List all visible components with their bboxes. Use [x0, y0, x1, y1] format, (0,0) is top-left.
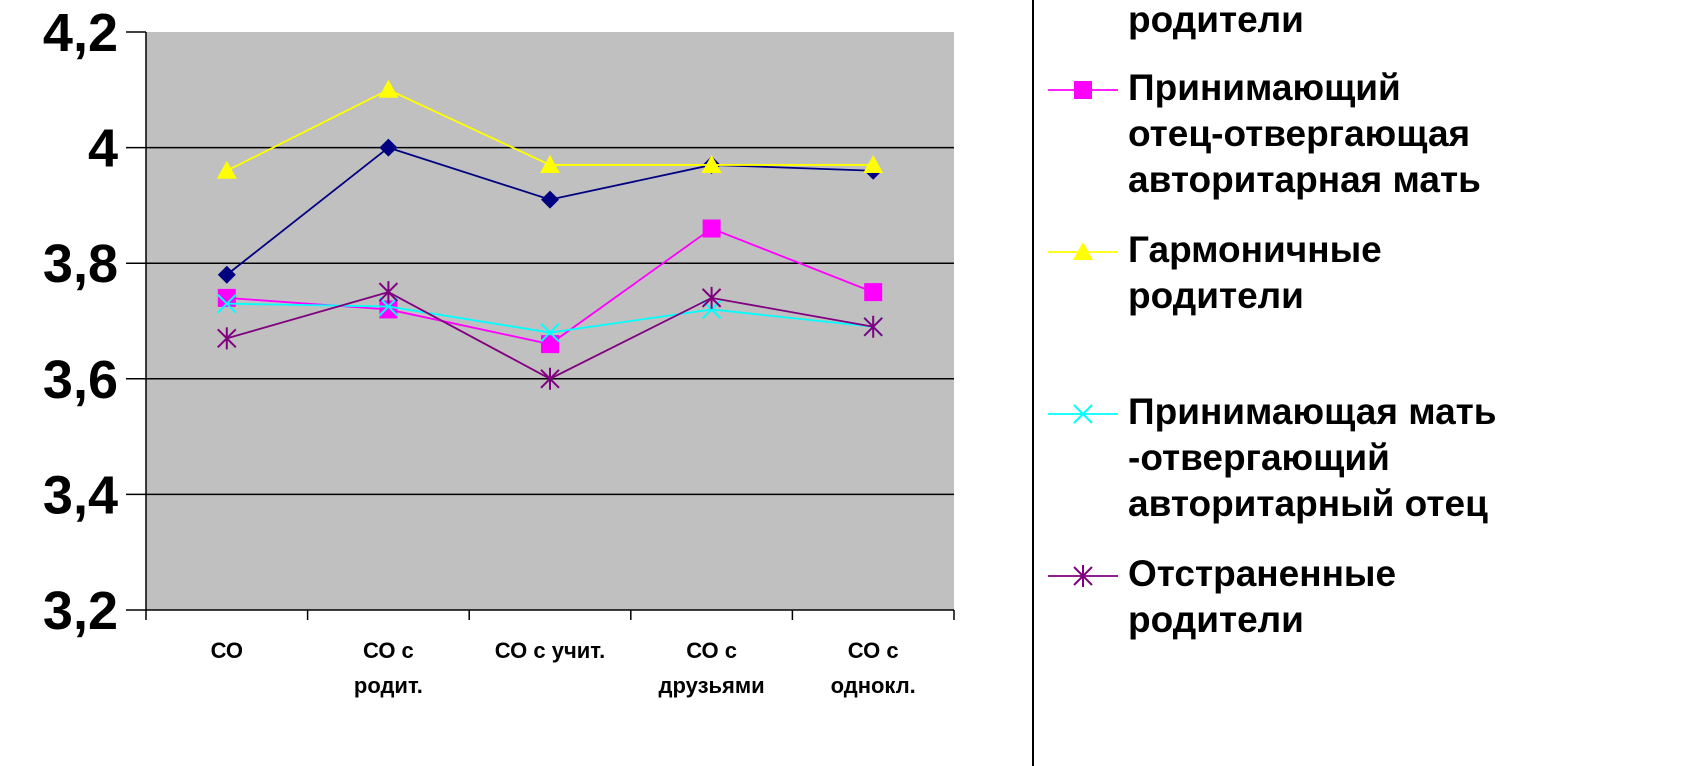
- data-point-marker: [217, 293, 237, 314]
- data-point-marker: [541, 335, 559, 354]
- y-tick-label: 3,6: [43, 350, 118, 410]
- data-point-marker: [701, 154, 722, 173]
- legend-label: Принимающий: [1128, 67, 1401, 108]
- series-group: [216, 79, 884, 390]
- data-point-marker: [540, 367, 560, 390]
- data-point-marker: [1073, 565, 1093, 587]
- x-tick-label: СО с: [848, 638, 899, 663]
- legend-label: Принимающая мать: [1128, 391, 1497, 432]
- series-2: [216, 79, 884, 179]
- legend-item-2: Гармоничные родители: [1048, 229, 1382, 316]
- legend-label: Гармоничные: [1128, 229, 1382, 270]
- data-point-marker: [217, 288, 236, 307]
- x-axis-ticks: СО СО с родит. СО с учит. СО с друзьями СО с од…: [145, 610, 955, 698]
- data-point-marker: [217, 265, 236, 284]
- data-point-marker: [863, 315, 883, 338]
- data-point-marker: [378, 296, 399, 317]
- x-tick-label: однокл.: [831, 673, 916, 698]
- legend-label: отец-отвергающая: [1128, 113, 1470, 154]
- legend-label: родители: [1128, 0, 1304, 40]
- y-tick-label: 4: [88, 119, 118, 179]
- legend-item-3: Принимающая мать -отвергающий авторитарный…: [1048, 391, 1497, 524]
- series-3: [217, 293, 883, 343]
- data-point-marker: [216, 160, 237, 179]
- x-tick-label: СО с: [686, 638, 737, 663]
- legend: родители Принимающий отец-отвергающая автор…: [1032, 0, 1497, 766]
- x-tick-label: СО: [211, 638, 243, 663]
- y-axis-ticks: 3,2 3,4 3,6 3,8 4 4,2: [43, 3, 146, 641]
- data-point-marker: [540, 322, 560, 343]
- legend-label: авторитарная мать: [1128, 159, 1481, 200]
- data-point-marker: [541, 190, 559, 209]
- legend-label: авторитарный отец: [1128, 483, 1488, 524]
- x-tick-label: СО с: [363, 638, 414, 663]
- data-point-marker: [378, 281, 399, 304]
- plot-area: [146, 32, 954, 610]
- data-point-marker: [1073, 242, 1093, 260]
- legend-item-4: Отстраненные родители: [1048, 553, 1396, 640]
- legend-label: родители: [1128, 599, 1304, 640]
- data-point-marker: [863, 154, 884, 173]
- y-tick-label: 4,2: [43, 3, 118, 63]
- y-tick-label: 3,2: [43, 581, 118, 641]
- y-tick-label: 3,4: [43, 465, 118, 525]
- legend-item-1: Принимающий отец-отвергающая авторитарная …: [1048, 67, 1481, 200]
- legend-label: родители: [1128, 275, 1304, 316]
- data-point-marker: [378, 79, 399, 98]
- data-point-marker: [1074, 81, 1092, 99]
- data-point-marker: [864, 283, 883, 302]
- x-tick-label: СО с учит.: [495, 638, 605, 663]
- x-tick-label: родит.: [354, 673, 423, 698]
- legend-label: -отвергающий: [1128, 437, 1390, 478]
- y-tick-label: 3,8: [43, 234, 118, 294]
- data-point-marker: [1073, 404, 1093, 424]
- data-point-marker: [702, 219, 721, 238]
- legend-label: Отстраненные: [1128, 553, 1396, 594]
- gridlines: [146, 146, 954, 496]
- axes: [145, 32, 954, 611]
- data-point-marker: [379, 138, 398, 157]
- series-4: [217, 281, 883, 390]
- data-point-marker: [379, 300, 398, 319]
- data-point-marker: [217, 327, 237, 350]
- data-point-marker: [540, 154, 560, 173]
- data-point-marker: [701, 286, 722, 309]
- x-tick-label: друзьями: [659, 673, 765, 698]
- legend-item-0: родители: [1128, 0, 1304, 40]
